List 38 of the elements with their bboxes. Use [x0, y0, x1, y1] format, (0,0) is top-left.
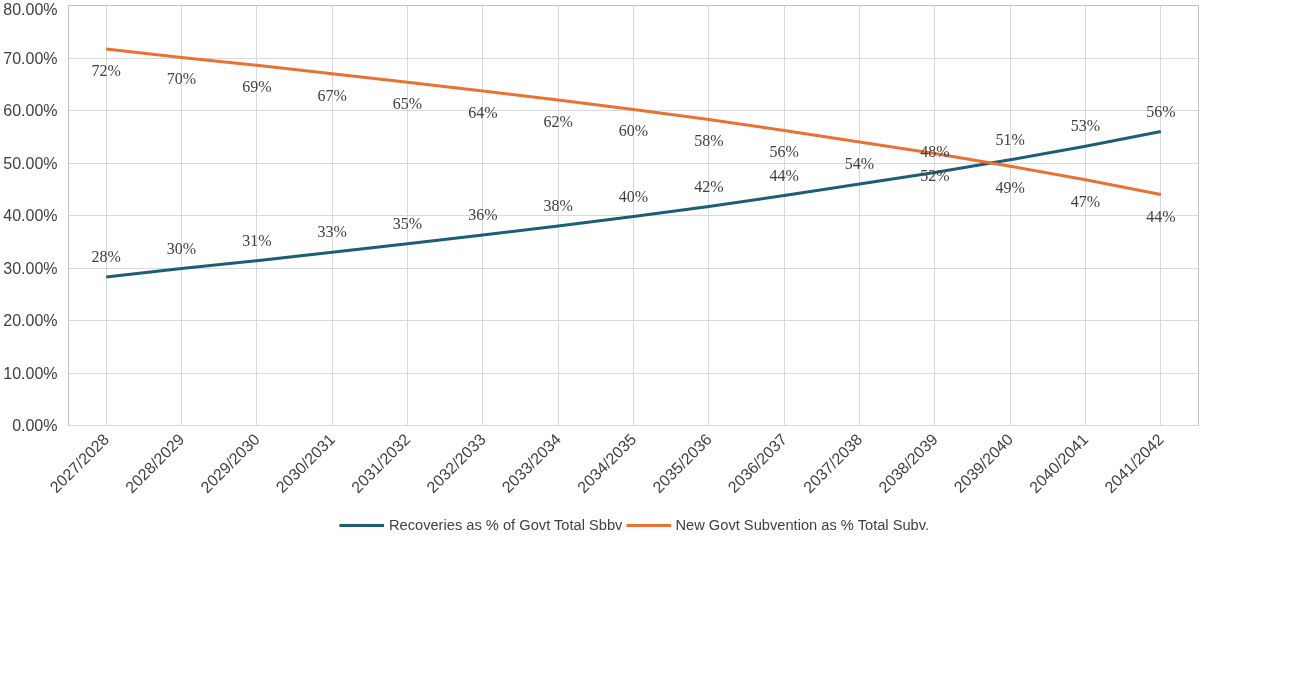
- y-tick-label: 50.00%: [3, 154, 58, 172]
- data-label: 72%: [91, 62, 121, 80]
- data-label: 44%: [769, 166, 799, 184]
- data-label: 31%: [242, 231, 272, 249]
- data-label: 65%: [392, 95, 423, 113]
- data-label: 44%: [1146, 207, 1176, 225]
- y-tick-label: 20.00%: [3, 312, 58, 329]
- data-label: 70%: [166, 70, 197, 88]
- data-label: 62%: [543, 113, 573, 130]
- data-label: 30%: [166, 239, 197, 257]
- y-tick-label: 60.00%: [3, 102, 58, 119]
- data-label: 56%: [1146, 102, 1176, 120]
- data-label: 35%: [392, 214, 423, 232]
- data-label: 58%: [694, 132, 724, 150]
- legend-label: New Govt Subvention as % Total Subv.: [675, 517, 930, 533]
- data-label: 42%: [694, 177, 724, 195]
- data-label: 67%: [317, 86, 347, 104]
- data-label: 40%: [618, 187, 649, 205]
- data-label: 36%: [468, 205, 498, 223]
- y-tick-label: 0.00%: [12, 417, 58, 434]
- data-label: 38%: [543, 197, 573, 214]
- data-label: 28%: [91, 247, 121, 265]
- data-label: 64%: [468, 104, 498, 122]
- data-label: 69%: [242, 78, 272, 96]
- legend-label: Recoveries as % of Govt Total Sbbv: [388, 517, 623, 533]
- y-tick-label: 30.00%: [3, 259, 58, 277]
- data-label: 51%: [995, 130, 1025, 148]
- data-label: 60%: [618, 122, 649, 140]
- data-label: 54%: [844, 155, 875, 172]
- data-label: 47%: [1070, 192, 1101, 210]
- y-tick-label: 70.00%: [3, 49, 58, 67]
- data-label: 33%: [317, 223, 347, 241]
- y-tick-label: 80.00%: [3, 0, 58, 18]
- y-tick-label: 10.00%: [3, 364, 58, 382]
- data-label: 49%: [995, 179, 1025, 197]
- data-label: 53%: [1070, 117, 1101, 135]
- data-label: 56%: [769, 143, 799, 161]
- y-tick-label: 40.00%: [3, 207, 58, 224]
